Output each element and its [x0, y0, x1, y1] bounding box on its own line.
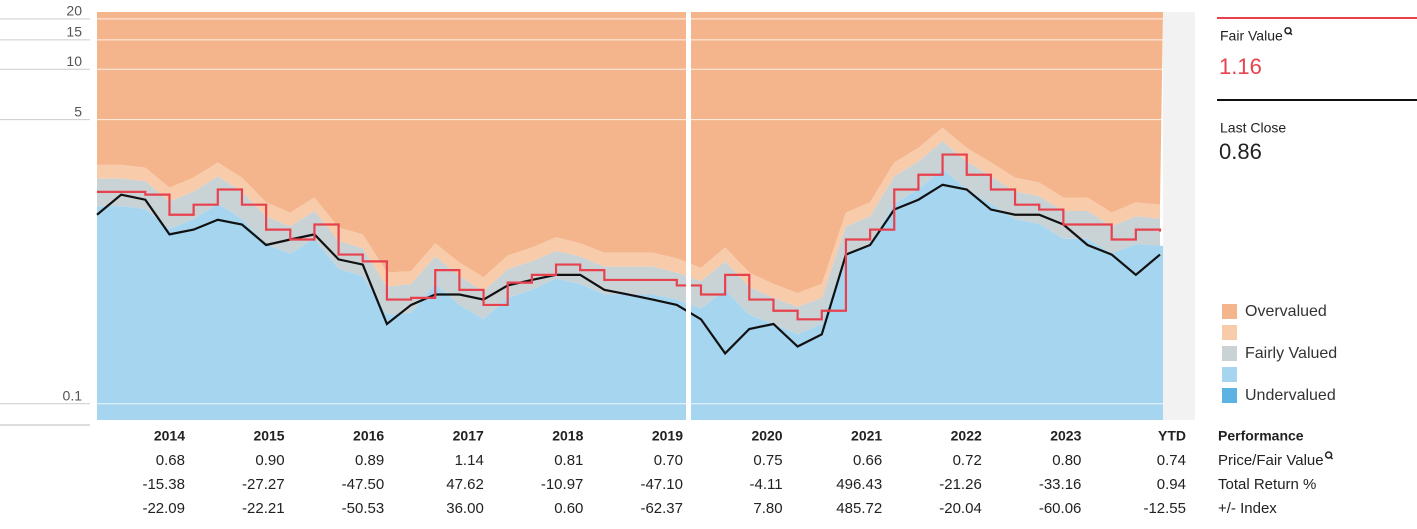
legend-swatch: [1222, 325, 1237, 340]
price-line: [96, 183, 1161, 356]
y-tick-label: 5: [74, 103, 82, 119]
table-cell: 7.80: [753, 500, 782, 517]
table-cell: -50.53: [342, 500, 385, 517]
legend-swatch: [1222, 346, 1237, 361]
table-cell: 485.72: [836, 500, 882, 517]
table-cell: -27.27: [242, 476, 285, 493]
legend-swatch: [1222, 304, 1237, 319]
legend-label: Overvalued: [1245, 303, 1327, 320]
table-cell: 47.62: [446, 476, 484, 493]
y-tick-label: 10: [66, 53, 82, 69]
column-header: 2019: [652, 428, 683, 444]
table-cell: 0.72: [953, 452, 982, 469]
q-icon: [1284, 26, 1292, 35]
valuation-band: [97, 127, 1160, 307]
table-cell: -62.37: [640, 500, 683, 517]
table-cell: 0.70: [654, 452, 683, 469]
table-cell: -20.04: [939, 500, 982, 517]
plot: [96, 12, 1163, 420]
table-cell: -10.97: [541, 476, 584, 493]
legend-swatch: [1222, 388, 1237, 403]
table-cell: 0.89: [355, 452, 384, 469]
table-cell: -60.06: [1039, 500, 1082, 517]
row-label: +/- Index: [1218, 500, 1277, 517]
table-cell: 0.81: [554, 452, 583, 469]
column-header: 2021: [851, 428, 882, 444]
table-cell: -12.55: [1143, 500, 1186, 517]
row-label: Total Return %: [1218, 476, 1316, 493]
table-title: Performance: [1218, 428, 1304, 444]
q-icon-tail: [1329, 455, 1334, 460]
y-tick-label: 0.1: [63, 387, 83, 403]
column-header: 2018: [552, 428, 583, 444]
table-cell: -4.11: [750, 476, 783, 493]
table-cell: -33.16: [1039, 476, 1082, 493]
column-header: YTD: [1158, 428, 1186, 444]
column-header: 2014: [154, 428, 185, 444]
table-cell: 0.74: [1157, 452, 1186, 469]
fair-value: 1.16: [1219, 54, 1262, 79]
column-header: 2020: [751, 428, 782, 444]
column-header: 2023: [1050, 428, 1081, 444]
legend-label: Undervalued: [1245, 387, 1336, 404]
table-cell: -21.26: [939, 476, 982, 493]
price-line: [97, 153, 1162, 321]
table-cell: 0.66: [853, 452, 882, 469]
y-tick-label: 20: [66, 3, 82, 19]
table-cell: -47.10: [640, 476, 683, 493]
q-icon-tail: [1288, 31, 1293, 36]
table-cell: 36.00: [446, 500, 484, 517]
legend-label: Fairly Valued: [1245, 345, 1337, 362]
last-close-label: Last Close: [1220, 120, 1286, 136]
table-cell: 1.14: [455, 452, 484, 469]
table-cell: -22.21: [242, 500, 285, 517]
column-header: 2015: [253, 428, 284, 444]
legend-swatch: [1222, 367, 1237, 382]
side-strip: [1163, 12, 1195, 420]
fair-value-label: Fair Value: [1220, 28, 1283, 44]
row-label: Price/Fair Value: [1218, 452, 1324, 469]
valuation-band: [97, 12, 1163, 293]
table-cell: -15.38: [142, 476, 185, 493]
last-close: 0.86: [1219, 139, 1262, 164]
table-cell: 0.80: [1052, 452, 1081, 469]
table-cell: 0.94: [1157, 476, 1186, 493]
table-cell: 0.90: [255, 452, 284, 469]
period-gap: [686, 12, 691, 420]
table-cell: 496.43: [836, 476, 882, 493]
table-cell: 0.60: [554, 500, 583, 517]
column-header: 2017: [453, 428, 484, 444]
column-header: 2016: [353, 428, 384, 444]
column-header: 2022: [951, 428, 982, 444]
q-icon: [1324, 451, 1333, 459]
table-cell: -47.50: [342, 476, 385, 493]
table-cell: 0.68: [156, 452, 185, 469]
table-cell: -22.09: [142, 500, 185, 517]
table-cell: 0.75: [753, 452, 782, 469]
y-tick-label: 15: [66, 24, 82, 40]
